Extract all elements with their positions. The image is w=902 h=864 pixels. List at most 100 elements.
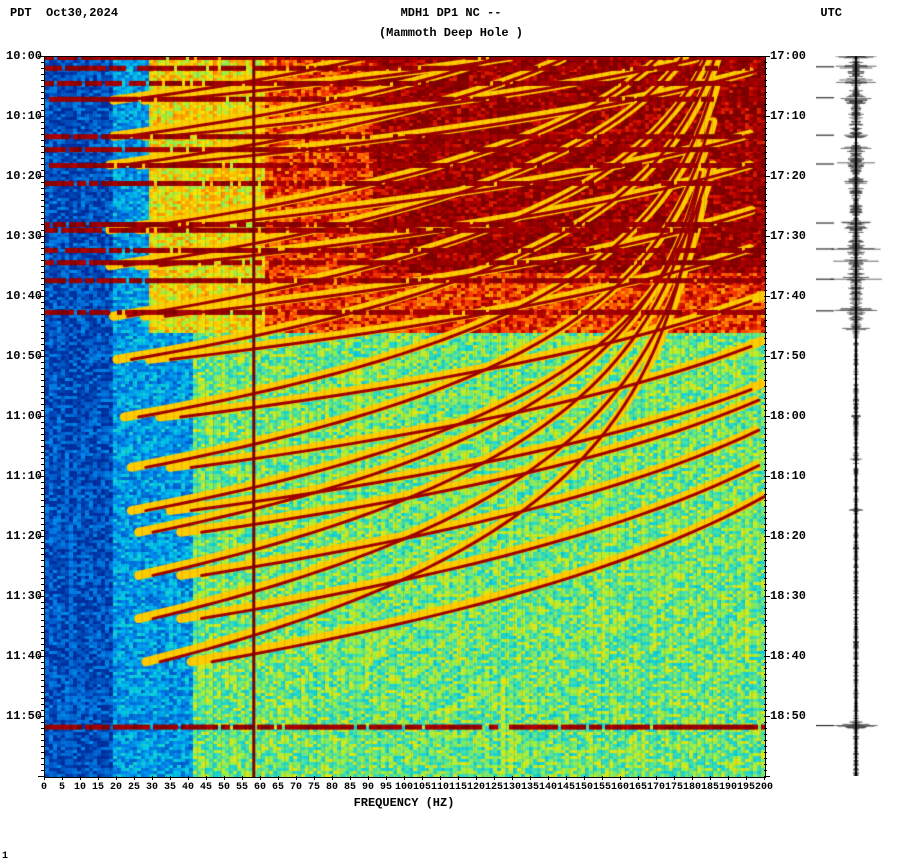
y-tick-mark: [764, 470, 767, 471]
y-tick-mark: [764, 728, 767, 729]
y-tick-mark: [764, 86, 767, 87]
y-tick-mark: [764, 722, 767, 723]
x-tick-mark: [278, 776, 279, 780]
y-right-tick-label: 17:00: [770, 49, 806, 63]
x-tick-mark: [350, 776, 351, 780]
x-tick-mark: [656, 776, 657, 780]
y-tick-mark: [41, 146, 44, 147]
x-tick-mark: [620, 776, 621, 780]
y-tick-mark: [41, 386, 44, 387]
y-tick-mark: [764, 596, 770, 597]
y-right-tick-label: 18:40: [770, 649, 806, 663]
y-tick-mark: [764, 458, 767, 459]
y-tick-mark: [41, 470, 44, 471]
y-tick-mark: [41, 230, 44, 231]
y-tick-mark: [764, 200, 767, 201]
y-tick-mark: [764, 398, 767, 399]
y-tick-mark: [41, 710, 44, 711]
y-tick-mark: [764, 434, 767, 435]
y-tick-mark: [764, 380, 767, 381]
y-tick-mark: [764, 68, 767, 69]
y-tick-mark: [764, 128, 767, 129]
y-tick-mark: [764, 110, 767, 111]
y-tick-mark: [764, 668, 767, 669]
y-tick-mark: [764, 314, 767, 315]
x-tick-label: 135: [521, 782, 539, 793]
y-tick-mark: [41, 86, 44, 87]
y-tick-mark: [41, 110, 44, 111]
y-left-tick-label: 10:40: [6, 289, 42, 303]
y-tick-mark: [41, 644, 44, 645]
y-tick-mark: [41, 608, 44, 609]
y-tick-mark: [764, 446, 767, 447]
y-tick-mark: [41, 284, 44, 285]
y-tick-mark: [41, 218, 44, 219]
y-tick-mark: [764, 266, 767, 267]
y-tick-mark: [41, 350, 44, 351]
x-tick-label: 195: [737, 782, 755, 793]
y-tick-mark: [41, 428, 44, 429]
footer-mark: 1: [2, 851, 8, 862]
y-tick-mark: [764, 188, 767, 189]
y-tick-mark: [41, 254, 44, 255]
y-tick-mark: [764, 680, 767, 681]
y-tick-mark: [764, 752, 767, 753]
y-tick-mark: [41, 368, 44, 369]
y-left-tick-label: 10:10: [6, 109, 42, 123]
x-tick-mark: [116, 776, 117, 780]
y-tick-mark: [41, 392, 44, 393]
y-tick-mark: [41, 224, 44, 225]
y-tick-mark: [41, 260, 44, 261]
x-tick-mark: [224, 776, 225, 780]
y-tick-mark: [764, 548, 767, 549]
spectrogram-canvas: [45, 57, 765, 777]
y-tick-mark: [764, 632, 767, 633]
y-tick-mark: [41, 332, 44, 333]
x-tick-mark: [422, 776, 423, 780]
x-tick-label: 70: [290, 782, 302, 793]
y-tick-mark: [41, 452, 44, 453]
y-right-tick-label: 17:30: [770, 229, 806, 243]
y-tick-mark: [764, 296, 770, 297]
x-tick-label: 40: [182, 782, 194, 793]
y-tick-mark: [41, 398, 44, 399]
y-tick-mark: [764, 362, 767, 363]
x-tick-label: 20: [110, 782, 122, 793]
y-tick-mark: [41, 182, 44, 183]
y-tick-mark: [764, 614, 767, 615]
y-tick-mark: [41, 500, 44, 501]
x-tick-label: 100: [395, 782, 413, 793]
x-tick-label: 105: [413, 782, 431, 793]
x-tick-mark: [44, 776, 45, 780]
y-tick-mark: [764, 518, 767, 519]
y-tick-mark: [764, 326, 767, 327]
y-tick-mark: [764, 410, 767, 411]
y-tick-mark: [41, 314, 44, 315]
x-tick-mark: [530, 776, 531, 780]
x-tick-label: 190: [719, 782, 737, 793]
y-tick-mark: [41, 650, 44, 651]
x-axis-label: FREQUENCY (HZ): [44, 796, 764, 810]
y-tick-mark: [41, 548, 44, 549]
y-tick-mark: [764, 242, 767, 243]
y-tick-mark: [764, 338, 767, 339]
x-tick-label: 165: [629, 782, 647, 793]
y-tick-mark: [41, 680, 44, 681]
y-tick-mark: [38, 596, 44, 597]
y-tick-mark: [41, 434, 44, 435]
y-tick-mark: [764, 218, 767, 219]
y-tick-mark: [764, 764, 767, 765]
y-tick-mark: [41, 566, 44, 567]
y-tick-mark: [764, 332, 767, 333]
y-tick-mark: [764, 608, 767, 609]
y-tick-mark: [764, 170, 767, 171]
y-tick-mark: [764, 80, 767, 81]
x-tick-mark: [296, 776, 297, 780]
spectrogram-plot: [44, 56, 766, 778]
y-tick-mark: [764, 512, 767, 513]
y-tick-mark: [41, 74, 44, 75]
y-tick-mark: [764, 374, 767, 375]
x-tick-label: 60: [254, 782, 266, 793]
x-tick-label: 90: [362, 782, 374, 793]
tz-right-label: UTC: [820, 6, 842, 20]
